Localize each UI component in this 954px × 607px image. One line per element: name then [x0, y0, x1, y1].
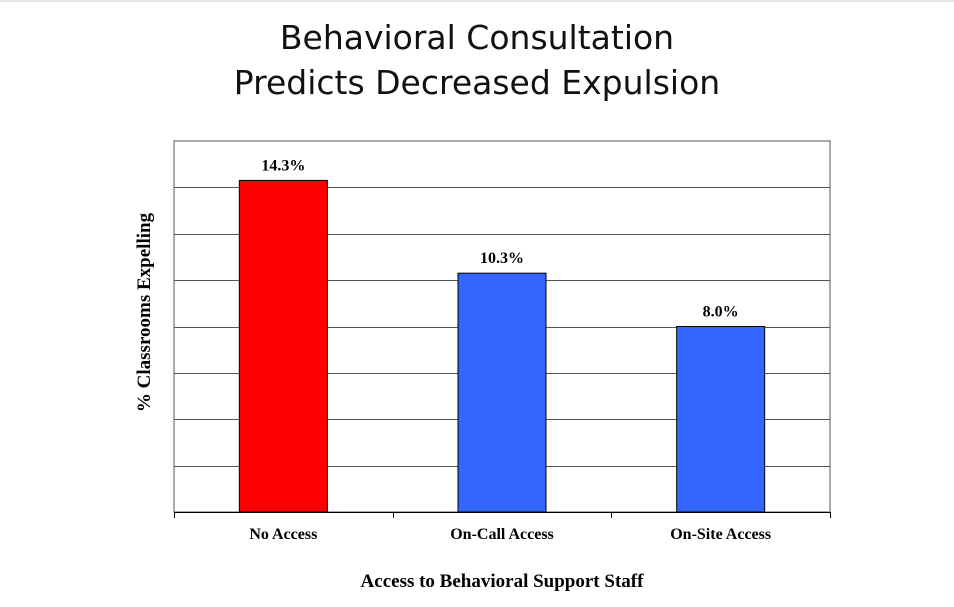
data-labels: 14.3% 10.3% 8.0%	[261, 157, 738, 320]
chart-title-line-2: Predicts Decreased Expulsion	[233, 63, 721, 102]
data-label: 14.3%	[261, 157, 305, 174]
x-tick-label: On-Site Access	[670, 526, 771, 543]
x-tick-label: On-Call Access	[450, 526, 554, 543]
data-label: 10.3%	[480, 250, 524, 267]
y-axis-title: % Classrooms Expelling	[134, 212, 155, 412]
chart-title-line-1: Behavioral Consultation	[279, 18, 675, 57]
x-tick-label: No Access	[249, 526, 317, 543]
bar-no-access	[238, 179, 328, 513]
bar-on-site-access	[676, 326, 766, 513]
bars	[238, 179, 766, 513]
x-axis: No Access On-Call Access On-Site Access	[174, 512, 831, 543]
bar-on-call-access	[457, 272, 547, 513]
x-axis-title: Access to Behavioral Support Staff	[361, 571, 645, 592]
top-border-line	[0, 0, 954, 2]
data-label: 8.0%	[703, 304, 739, 321]
